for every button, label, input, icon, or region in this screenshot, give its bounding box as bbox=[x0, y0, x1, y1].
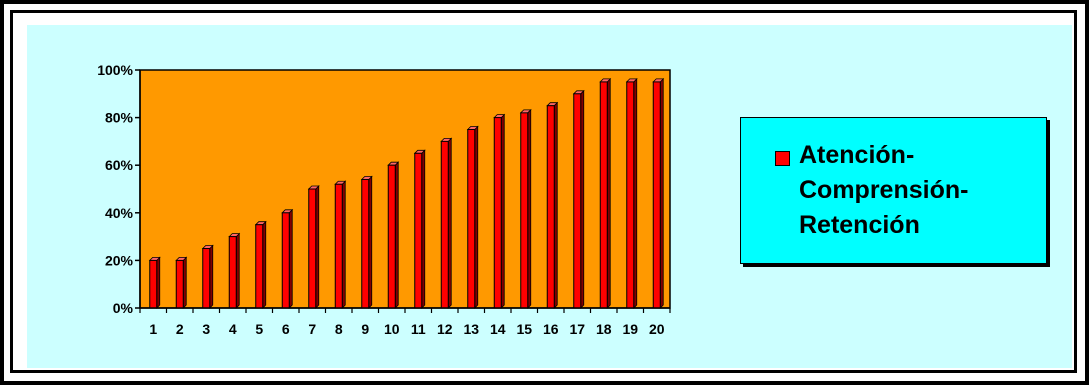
bar bbox=[360, 175, 373, 309]
legend-swatch bbox=[775, 151, 790, 166]
x-tick-label: 10 bbox=[384, 321, 400, 337]
y-tick-label: 20% bbox=[105, 252, 134, 268]
x-tick-label: 12 bbox=[437, 321, 453, 337]
x-tick-label: 11 bbox=[411, 321, 426, 337]
bar bbox=[148, 256, 161, 309]
bar-front bbox=[308, 188, 317, 309]
bar bbox=[546, 101, 559, 309]
bar bbox=[519, 108, 532, 309]
legend-label-line-3: Retención bbox=[799, 211, 920, 239]
y-tick-label: 40% bbox=[105, 205, 134, 221]
legend-label: Atención- Comprensión- Retención bbox=[799, 138, 1039, 243]
y-tick-label: 80% bbox=[105, 110, 134, 126]
x-tick-label: 20 bbox=[649, 321, 665, 337]
bar bbox=[413, 149, 426, 309]
bar bbox=[493, 113, 506, 309]
legend-label-line-2: Comprensión- bbox=[799, 176, 969, 204]
bar bbox=[281, 208, 294, 309]
x-tick-label: 5 bbox=[255, 321, 263, 337]
bar bbox=[307, 185, 320, 309]
y-tick-label: 0% bbox=[113, 300, 134, 316]
bar bbox=[175, 256, 188, 309]
bar-front bbox=[493, 117, 502, 309]
y-tick-label: 60% bbox=[105, 157, 134, 173]
x-tick-label: 7 bbox=[308, 321, 316, 337]
legend-label-line-1: Atención- bbox=[799, 141, 915, 169]
bar-front bbox=[599, 81, 608, 309]
x-tick-label: 9 bbox=[361, 321, 369, 337]
y-tick-label: 100% bbox=[97, 62, 133, 78]
bar-front bbox=[520, 112, 529, 309]
bar-front bbox=[334, 183, 343, 309]
legend: Atención- Comprensión- Retención bbox=[740, 117, 1047, 264]
bar bbox=[625, 77, 638, 309]
bar-front bbox=[202, 248, 211, 309]
x-tick-label: 18 bbox=[596, 321, 612, 337]
plot-area bbox=[139, 69, 671, 309]
bar bbox=[599, 77, 612, 309]
x-tick-label: 17 bbox=[569, 321, 585, 337]
bar-front bbox=[652, 81, 661, 309]
bar bbox=[652, 77, 665, 309]
x-tick-label: 3 bbox=[202, 321, 210, 337]
bar-front bbox=[228, 236, 237, 309]
bar bbox=[572, 89, 585, 309]
x-tick-label: 14 bbox=[490, 321, 506, 337]
x-tick-label: 4 bbox=[229, 321, 237, 337]
x-tick-label: 16 bbox=[543, 321, 559, 337]
bar bbox=[440, 137, 453, 309]
bar-front bbox=[175, 259, 184, 309]
bar bbox=[228, 232, 241, 309]
bar-front bbox=[414, 152, 423, 309]
x-tick-label: 15 bbox=[516, 321, 532, 337]
bar-front bbox=[626, 81, 635, 309]
x-axis-ticks: 1 2 3 4 5 6 7 8 9 10 11 12 13 14 15 16 17 18 19 20 bbox=[139, 308, 671, 337]
bar-front bbox=[281, 212, 290, 309]
x-tick-label: 2 bbox=[176, 321, 184, 337]
bar bbox=[387, 161, 400, 309]
x-tick-label: 6 bbox=[282, 321, 290, 337]
bar bbox=[254, 220, 267, 309]
bar-front bbox=[467, 129, 476, 309]
x-tick-label: 13 bbox=[463, 321, 479, 337]
bar-front bbox=[387, 164, 396, 309]
bar-front bbox=[361, 178, 370, 309]
x-tick-label: 19 bbox=[622, 321, 638, 337]
x-tick-label: 8 bbox=[335, 321, 343, 337]
bar-front bbox=[573, 93, 582, 309]
bar-front bbox=[440, 140, 449, 309]
x-tick-label: 1 bbox=[149, 321, 157, 337]
bar-front bbox=[546, 105, 555, 309]
bar-front bbox=[255, 224, 264, 309]
bar-front bbox=[149, 259, 158, 309]
bar bbox=[334, 180, 347, 309]
y-axis-ticks: 0% 20% 40% 60% 80% 100% bbox=[97, 62, 140, 316]
bar bbox=[201, 244, 214, 309]
bar bbox=[466, 125, 479, 309]
